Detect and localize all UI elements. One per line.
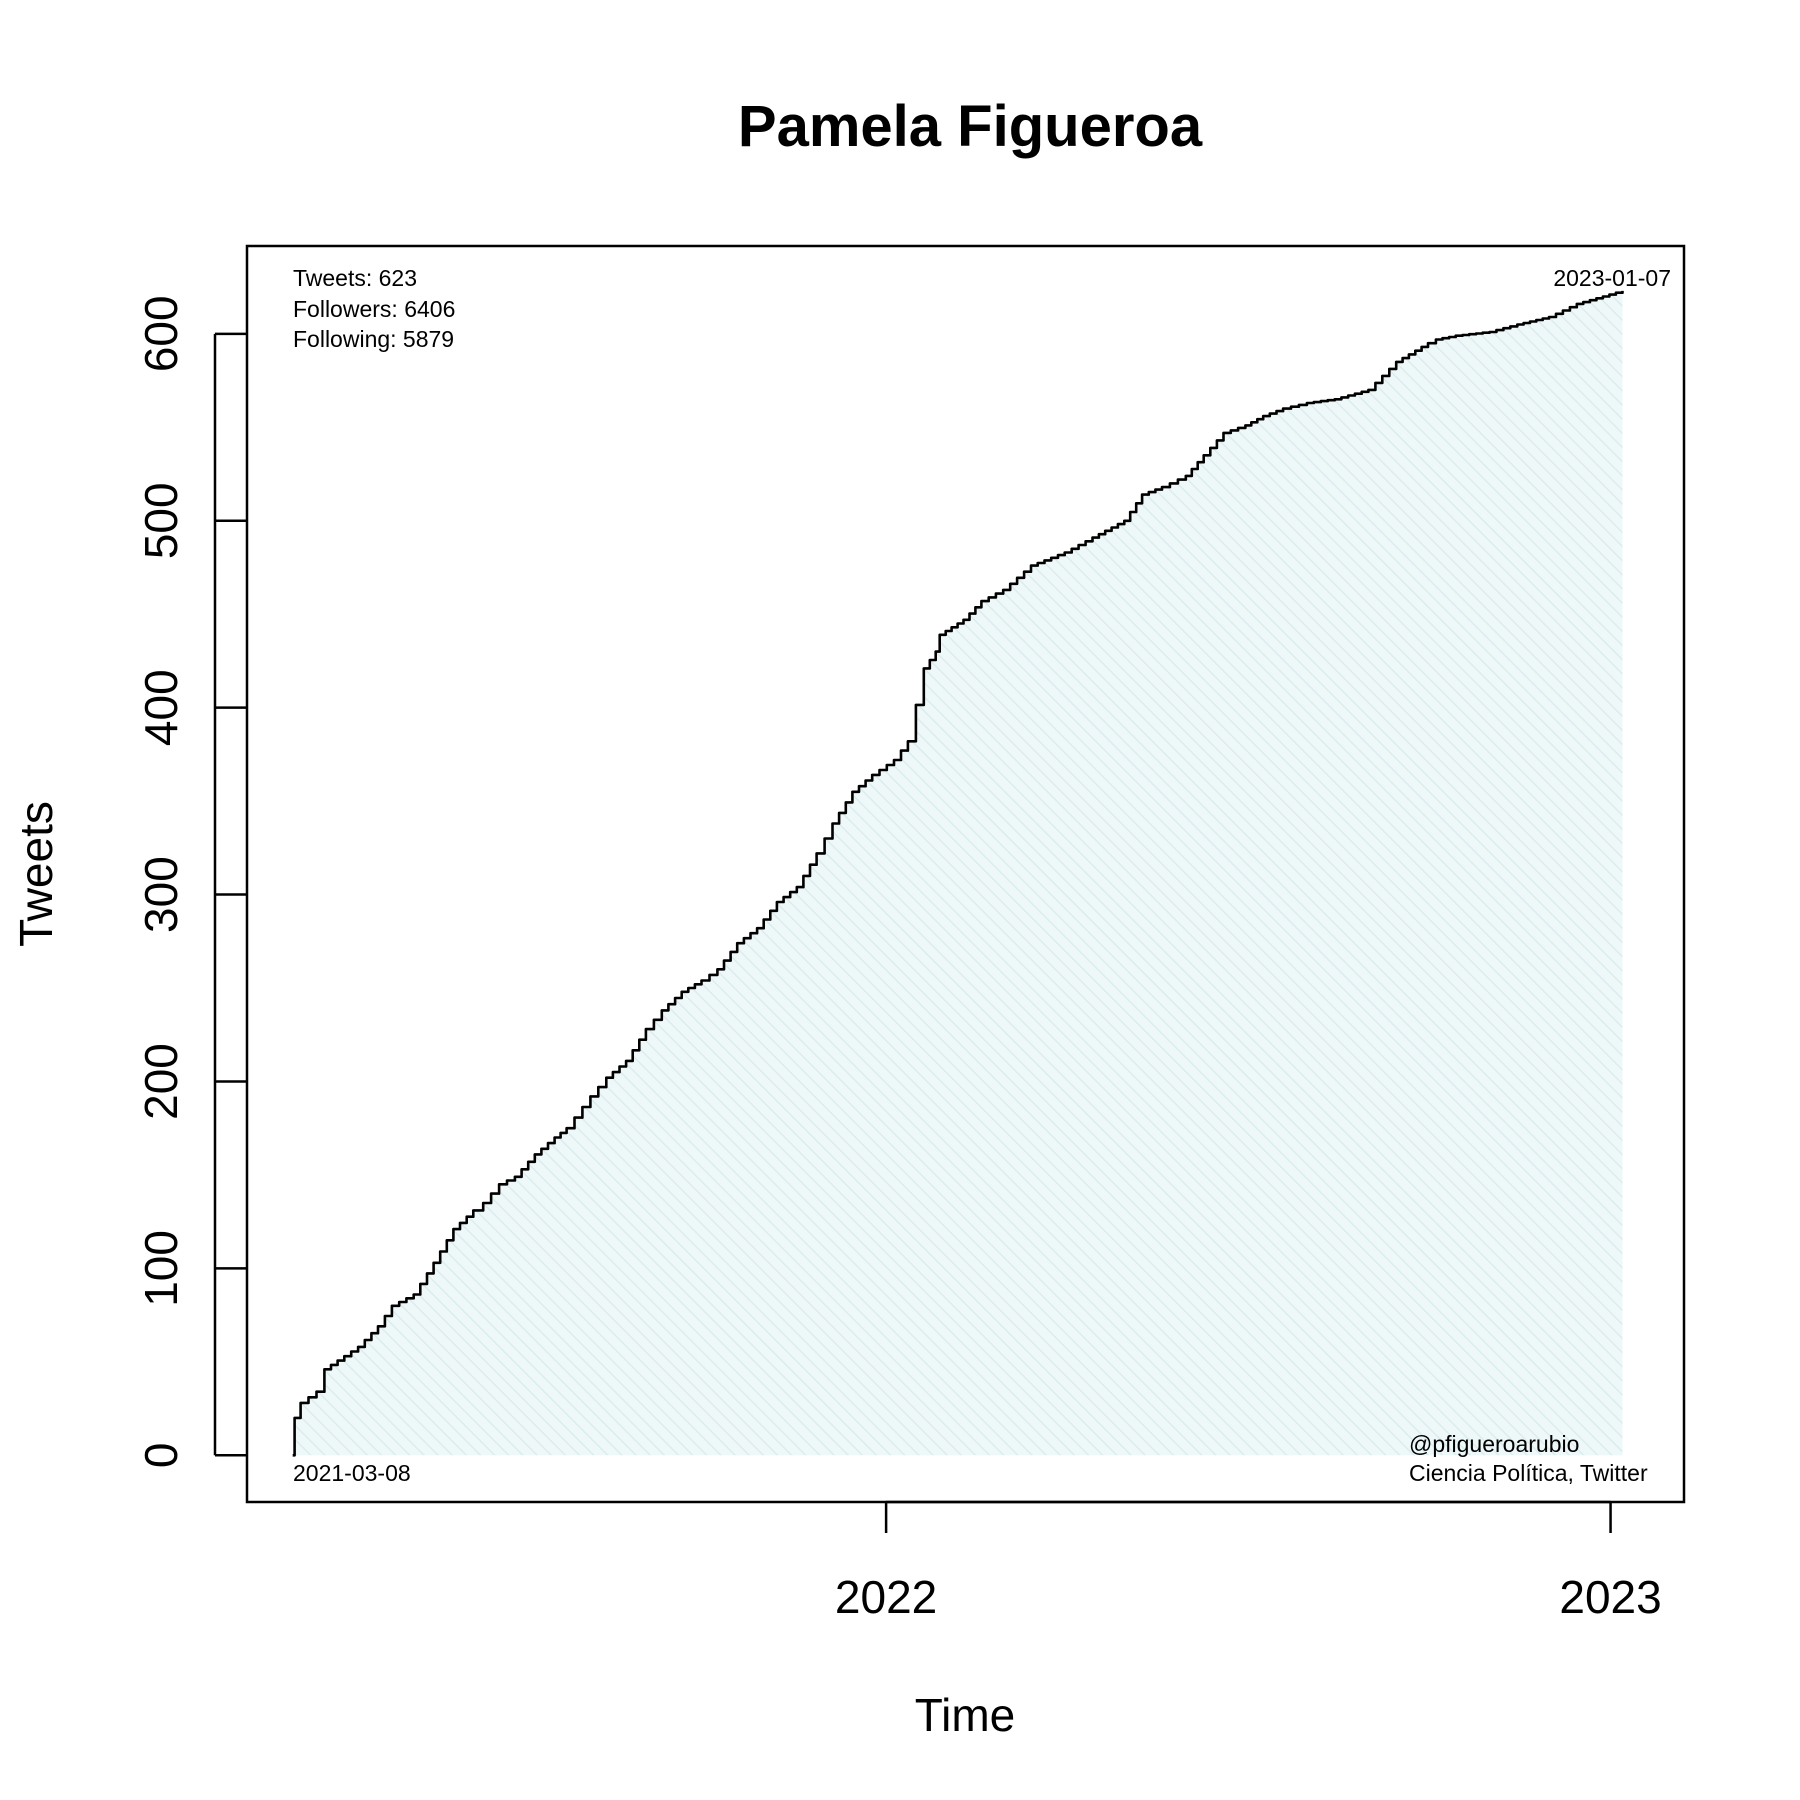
x-tick-label: 2022	[835, 1571, 937, 1623]
y-tick-label: 100	[135, 1230, 187, 1307]
y-tick-label: 400	[135, 669, 187, 746]
x-tick-label: 2023	[1559, 1571, 1661, 1623]
y-axis: 0 100 200 300 400 500 600	[135, 295, 247, 1468]
plot-area	[292, 290, 1624, 1457]
y-tick-label: 0	[135, 1443, 187, 1469]
y-axis-label: Tweets	[10, 801, 62, 947]
y-tick-label: 200	[135, 1043, 187, 1120]
x-axis-label: Time	[915, 1689, 1016, 1741]
area-fill	[292, 290, 1623, 1456]
y-tick-label: 300	[135, 856, 187, 933]
y-tick-label: 500	[135, 482, 187, 559]
stat-following: Following: 5879	[293, 326, 454, 352]
credit-source: Ciencia Política, Twitter	[1409, 1460, 1648, 1486]
credit-handle: @pfigueroarubio	[1409, 1431, 1579, 1457]
chart-title: Pamela Figueroa	[738, 94, 1203, 159]
start-date-label: 2021-03-08	[293, 1460, 411, 1486]
y-tick-label: 600	[135, 295, 187, 372]
series-line	[292, 290, 1624, 1457]
end-date-label: 2023-01-07	[1553, 265, 1671, 291]
stat-tweets: Tweets: 623	[293, 265, 417, 291]
stat-followers: Followers: 6406	[293, 296, 455, 322]
x-axis: 2022 2023	[835, 1500, 1662, 1623]
